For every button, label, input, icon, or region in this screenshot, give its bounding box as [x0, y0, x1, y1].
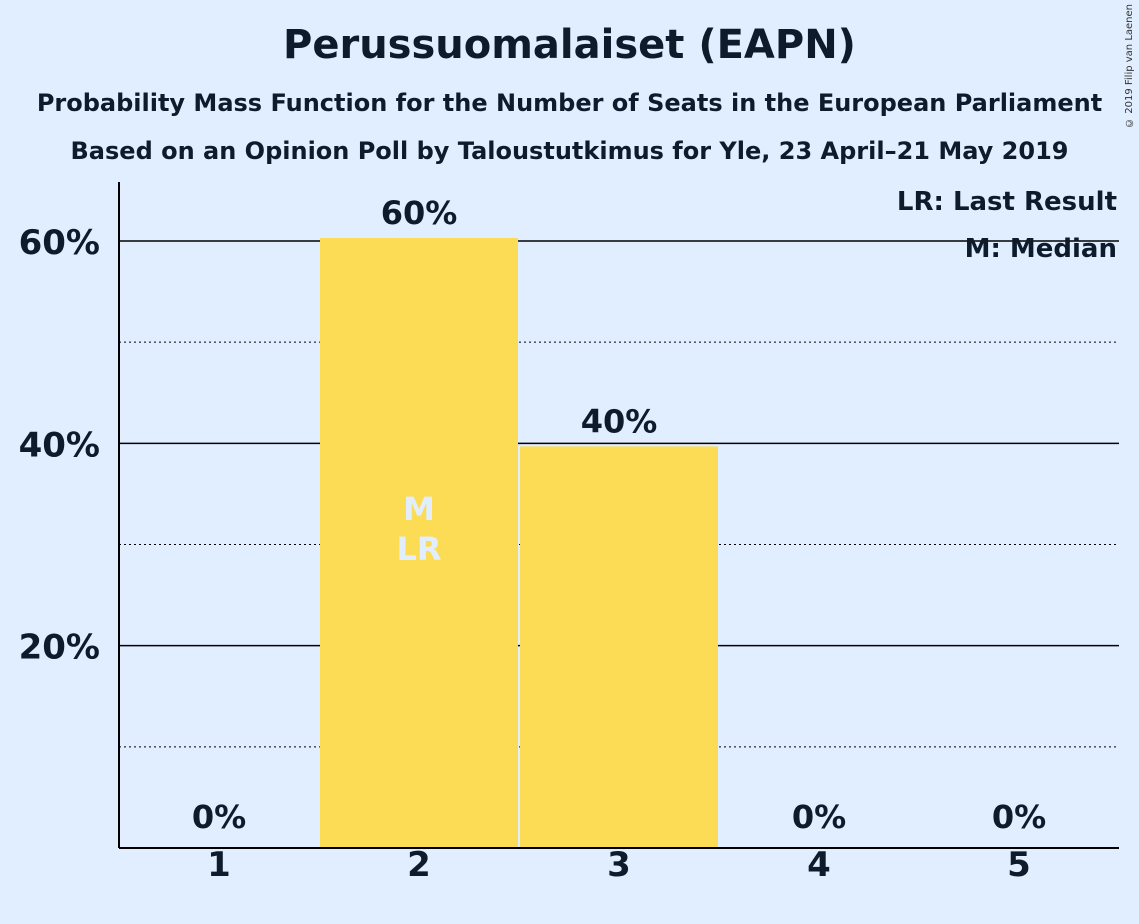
data-label: 0%	[192, 798, 246, 836]
y-tick-label: 40%	[19, 425, 100, 465]
data-label: 0%	[992, 798, 1046, 836]
bar-3	[520, 446, 718, 848]
chart-source: Based on an Opinion Poll by Taloustutkim…	[70, 137, 1069, 165]
x-tick-label: 5	[1007, 845, 1031, 885]
data-label: 40%	[581, 402, 658, 440]
x-tick-label: 3	[607, 845, 631, 885]
y-tick-label: 60%	[19, 223, 100, 263]
legend-entry: LR: Last Result	[897, 187, 1117, 217]
data-label: 60%	[381, 194, 458, 232]
bar-marker-label: LR	[396, 530, 441, 568]
chart-subtitle: Probability Mass Function for the Number…	[36, 89, 1103, 117]
x-tick-label: 1	[207, 845, 231, 885]
x-tick-label: 2	[407, 845, 431, 885]
legend-entry: M: Median	[965, 234, 1117, 264]
x-tick-label: 4	[807, 845, 831, 885]
data-label: 0%	[792, 798, 846, 836]
bar-2	[320, 237, 518, 849]
y-tick-label: 20%	[19, 628, 100, 668]
bar-marker-label: M	[403, 490, 435, 528]
chart-title: Perussuomalaiset (EAPN)	[283, 22, 856, 68]
